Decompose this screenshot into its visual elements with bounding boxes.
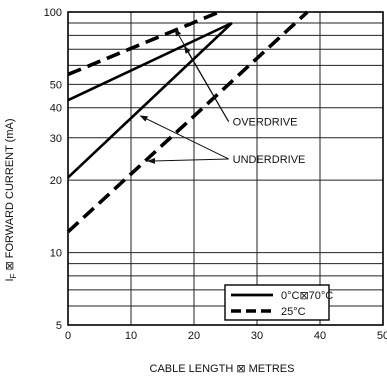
x-tick-label: 10	[125, 330, 137, 342]
y-tick-label: 40	[50, 103, 62, 115]
legend-label: 0°C⊠70°C	[281, 290, 333, 302]
x-tick-label: 20	[188, 330, 200, 342]
x-tick-label: 30	[251, 330, 263, 342]
chart-grid	[67, 11, 384, 326]
series-line-25c-underdrive	[66, 10, 309, 234]
y-tick-label: 30	[50, 133, 62, 145]
chart-series	[66, 10, 309, 234]
x-axis-label: CABLE LENGTH ⊠ METRES	[150, 363, 295, 375]
legend-label: 25°C	[281, 306, 306, 318]
y-tick-label: 50	[50, 79, 62, 91]
y-tick-label: 100	[44, 7, 62, 19]
x-tick-label: 0	[65, 330, 71, 342]
y-tick-label: 10	[50, 248, 62, 260]
annotation-arrow	[139, 115, 229, 160]
chart-annotations: OVERDRIVE UNDERDRIVE	[139, 28, 306, 166]
series-line-0c-70c-underdrive	[67, 22, 233, 179]
series-line-0c-70c-overdrive	[67, 21, 233, 102]
chart-legend: 0°C⊠70°C 25°C	[224, 284, 333, 321]
y-axis-ticks: 5 10 20 30 40 50 100	[44, 7, 62, 332]
x-tick-label: 40	[314, 330, 326, 342]
y-tick-label: 20	[50, 175, 62, 187]
annotation-arrow	[147, 157, 229, 164]
x-axis-ticks: 0 10 20 30 40 50	[65, 330, 387, 342]
x-tick-label: 50	[377, 330, 387, 342]
y-axis-label: IF ⊠ FORWARD CURRENT (mA)	[4, 118, 18, 281]
annotation-overdrive: OVERDRIVE	[233, 117, 298, 129]
annotation-arrow	[184, 45, 230, 122]
y-tick-label: 5	[56, 320, 62, 332]
plot-frame	[67, 11, 384, 326]
legend-box	[224, 284, 330, 321]
series-line-25c-overdrive	[67, 10, 220, 77]
annotation-underdrive: UNDERDRIVE	[233, 154, 306, 166]
